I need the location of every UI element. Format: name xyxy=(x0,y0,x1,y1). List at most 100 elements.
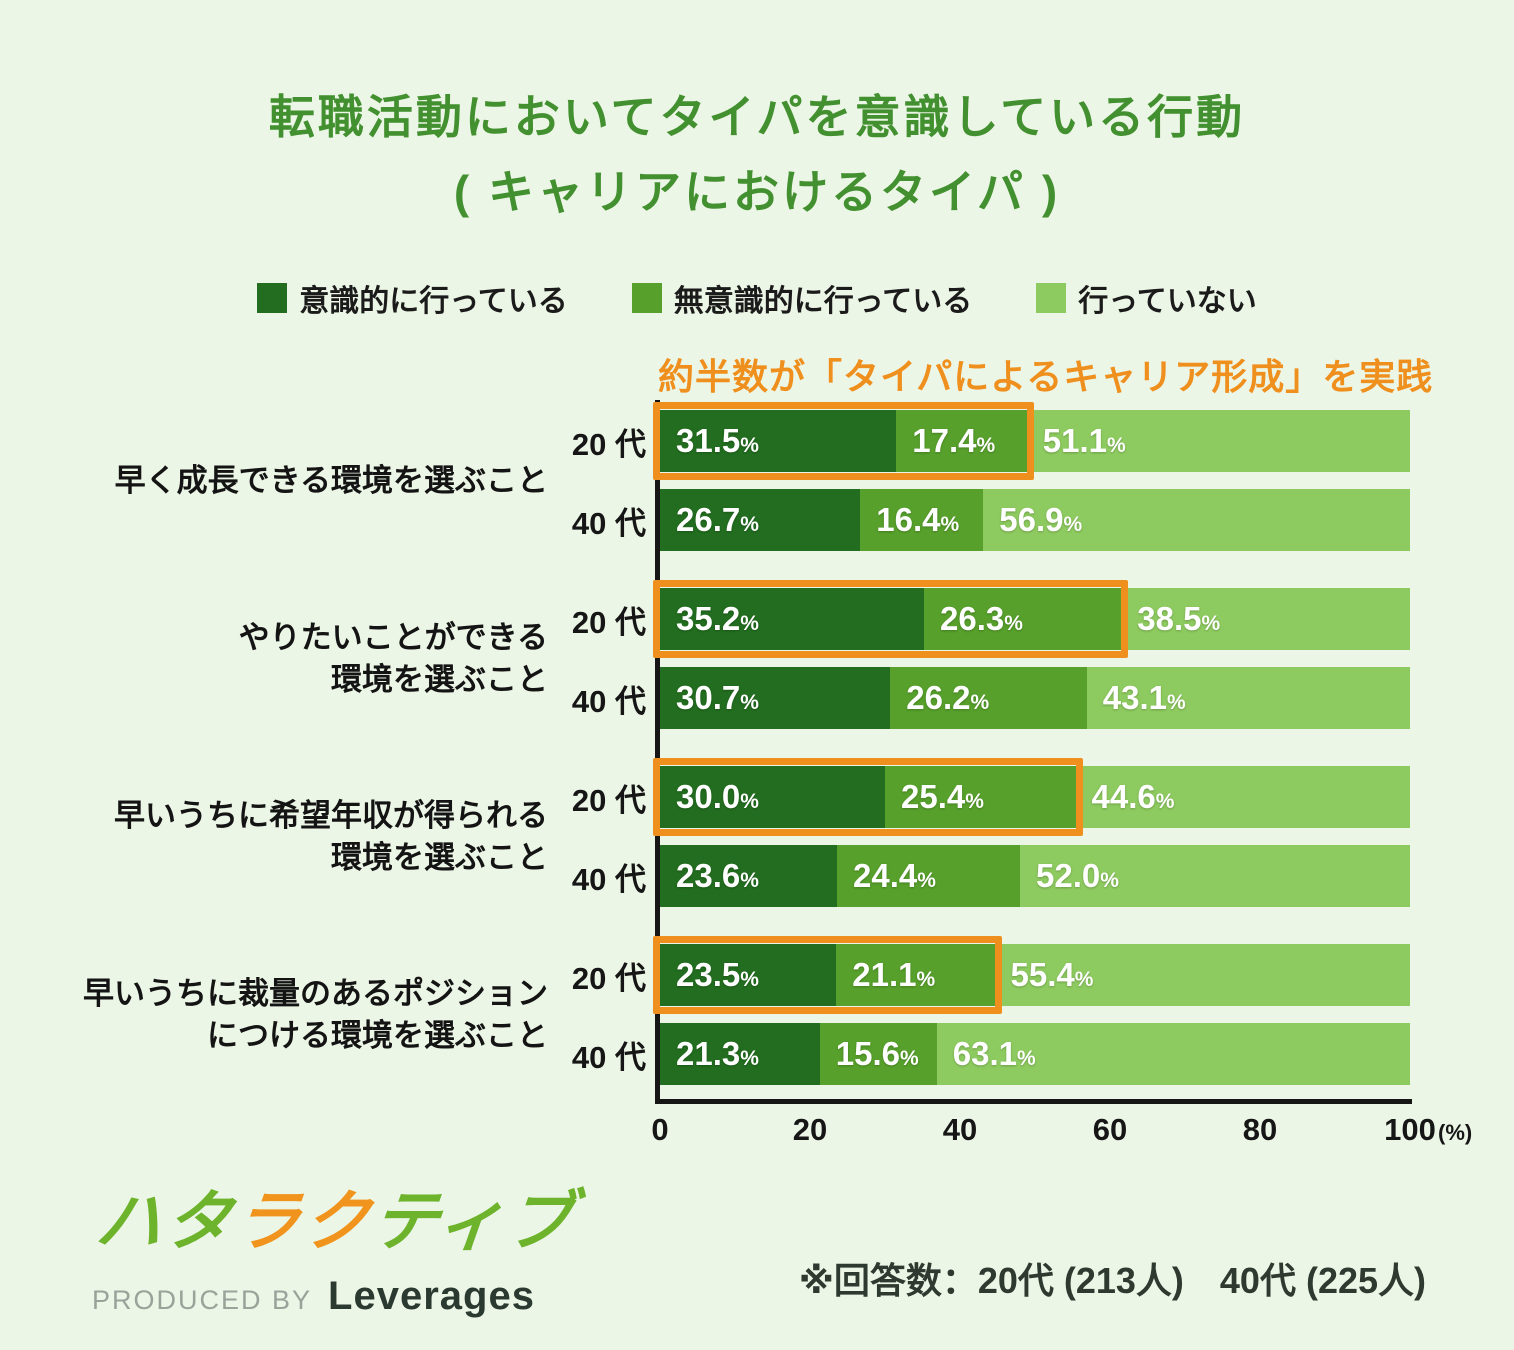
stacked-bar: 23.6% 24.4% 52.0% xyxy=(660,845,1410,907)
stacked-bar: 30.0% 25.4% 44.6% xyxy=(653,758,1410,836)
legend-item-conscious: 意識的に行っている xyxy=(257,276,568,320)
logo-subline: PRODUCED BY Leverages xyxy=(92,1274,571,1319)
bar-segment: 23.5% xyxy=(660,944,837,1006)
bar-segment: 35.2% xyxy=(660,588,924,650)
bar-segment: 17.4% xyxy=(896,410,1027,472)
percent-sign: % xyxy=(740,513,759,536)
legend-label: 行っていない xyxy=(1078,285,1257,318)
category-label: やりたいことができる 環境を選ぶこと xyxy=(238,619,548,697)
hataractive-logo-text: ハタラクティブ xyxy=(92,1168,581,1264)
stacked-bar: 23.5% 21.1% 55.4% xyxy=(653,936,1410,1014)
bar-group: 早いうちに裁量のあるポジション につける環境を選ぶこと 20 代 23.5% 21.1%… xyxy=(0,936,1514,1085)
bar-rows: 20 代 23.5% 21.1% 55.4% 40 代 21.3% 15.6% 63.1% xyxy=(548,936,1410,1085)
bar-group: 早く成長できる環境を選ぶこと 20 代 31.5% 17.4% 51.1% 40 代 26.… xyxy=(0,402,1514,551)
age-label: 20 代 xyxy=(571,960,646,996)
x-tick-40: 40 xyxy=(942,1112,978,1147)
stacked-bar: 21.3% 15.6% 63.1% xyxy=(660,1023,1410,1085)
percent-sign: % xyxy=(899,1047,919,1070)
bar-row: 40 代 23.6% 24.4% 52.0% xyxy=(548,845,1410,907)
company-name-label: Leverages xyxy=(328,1274,535,1318)
page-title: 転職活動においてタイパを意識している行動 ( キャリアにおけるタイパ ) xyxy=(0,80,1514,229)
produced-by-label: PRODUCED BY xyxy=(92,1285,313,1315)
logo-char: ラ xyxy=(230,1184,308,1258)
bar-segment: 26.3% xyxy=(924,588,1122,650)
segment-value-label: 21.3% xyxy=(676,1035,759,1072)
brand-logo: ハタラクティブ PRODUCED BY Leverages xyxy=(92,1168,579,1319)
annotation-prefix: 約半数が xyxy=(658,356,807,397)
bar-row: 20 代 30.0% 25.4% 44.6% xyxy=(548,758,1410,836)
bar-segment: 38.5% xyxy=(1121,588,1410,650)
chart-legend: 意識的に行っている 無意識的に行っている 行っていない xyxy=(0,276,1514,320)
logo-char: ィ xyxy=(433,1184,511,1258)
respondent-count-note: ※回答数：20代 (213人) 40代 (225人) xyxy=(798,1260,1426,1301)
segment-value-label: 63.1% xyxy=(952,1035,1036,1072)
percent-sign: % xyxy=(976,434,996,457)
bar-segment: 16.4% xyxy=(860,489,984,551)
percent-sign: % xyxy=(940,513,960,536)
bar-segment: 25.4% xyxy=(885,766,1076,828)
title-line-2: ( キャリアにおけるタイパ ) xyxy=(453,165,1061,218)
bar-segment: 26.2% xyxy=(890,667,1087,729)
segment-value-label: 38.5% xyxy=(1137,600,1221,637)
bar-segment: 55.4% xyxy=(994,944,1410,1006)
bar-segment: 26.7% xyxy=(660,489,861,551)
legend-swatch-light-green xyxy=(1036,283,1067,313)
bar-row: 40 代 30.7% 26.2% 43.1% xyxy=(548,667,1410,729)
stacked-bar: 31.5% 17.4% 51.1% xyxy=(653,402,1410,480)
legend-item-not-doing: 行っていない xyxy=(1036,276,1257,320)
bar-group: やりたいことができる 環境を選ぶこと 20 代 35.2% 26.3% 38.5% 40 代… xyxy=(0,580,1514,729)
bar-segment: 24.4% xyxy=(837,845,1020,907)
bar-rows: 20 代 35.2% 26.3% 38.5% 40 代 30.7% 26.2% 43.1% xyxy=(548,580,1410,729)
bar-segment: 52.0% xyxy=(1020,845,1410,907)
legend-label: 意識的に行っている xyxy=(299,285,568,318)
age-label: 40 代 xyxy=(571,505,646,541)
annotation-highlight: 「タイパによるキャリア形成」 xyxy=(806,356,1323,397)
bar-row: 20 代 35.2% 26.3% 38.5% xyxy=(548,580,1410,658)
axis-frame xyxy=(655,400,1412,1104)
x-tick-20: 20 xyxy=(792,1112,828,1147)
legend-item-unconscious: 無意識的に行っている xyxy=(631,276,972,320)
percent-sign: % xyxy=(1074,968,1094,991)
logo-char: ハ xyxy=(92,1184,170,1258)
percent-sign: % xyxy=(1100,869,1119,892)
category-label: 早いうちに希望年収が得られる 環境を選ぶこと xyxy=(114,797,548,875)
bar-segment: 56.9% xyxy=(983,489,1410,551)
percent-sign: % xyxy=(740,434,759,457)
x-tick-0: 0 xyxy=(651,1112,669,1147)
age-label: 20 代 xyxy=(571,426,646,462)
percent-sign: % xyxy=(740,1047,759,1070)
segment-value-label: 25.4% xyxy=(901,778,984,815)
age-label: 40 代 xyxy=(571,1039,646,1075)
percent-sign: % xyxy=(917,869,936,892)
percent-sign: % xyxy=(916,968,936,991)
segment-value-label: 56.9% xyxy=(999,501,1083,538)
percent-sign: % xyxy=(1004,612,1023,635)
segment-value-label: 30.0% xyxy=(676,778,759,815)
bar-segment: 30.0% xyxy=(660,766,885,828)
bar-group: 早いうちに希望年収が得られる 環境を選ぶこと 20 代 30.0% 25.4% 44.6%… xyxy=(0,758,1514,907)
segment-value-label: 55.4% xyxy=(1010,956,1094,993)
percent-sign: % xyxy=(1166,691,1186,714)
percent-sign: % xyxy=(1201,612,1221,635)
age-label: 20 代 xyxy=(571,604,646,640)
legend-swatch-mid-green xyxy=(631,283,662,313)
stacked-bar: 35.2% 26.3% 38.5% xyxy=(653,580,1410,658)
segment-value-label: 17.4% xyxy=(912,422,996,459)
bar-row: 40 代 21.3% 15.6% 63.1% xyxy=(548,1023,1410,1085)
chart-groups: 早く成長できる環境を選ぶこと 20 代 31.5% 17.4% 51.1% 40 代 26.… xyxy=(0,402,1514,1122)
x-axis-unit-label: (%) xyxy=(1438,1120,1473,1145)
bar-segment: 21.1% xyxy=(836,944,995,1006)
segment-value-label: 21.1% xyxy=(852,956,936,993)
bar-segment: 15.6% xyxy=(819,1023,937,1085)
percent-sign: % xyxy=(1106,434,1126,457)
segment-value-label: 26.2% xyxy=(906,679,990,716)
bar-segment: 63.1% xyxy=(936,1023,1410,1085)
logo-char: ブ xyxy=(502,1184,580,1258)
annotation-suffix: を実践 xyxy=(1322,356,1434,397)
bar-row: 40 代 26.7% 16.4% 56.9% xyxy=(548,489,1410,551)
percent-sign: % xyxy=(1155,790,1175,813)
bar-segment: 23.6% xyxy=(660,845,837,907)
legend-swatch-dark-green xyxy=(257,283,288,313)
segment-value-label: 26.3% xyxy=(940,600,1023,637)
